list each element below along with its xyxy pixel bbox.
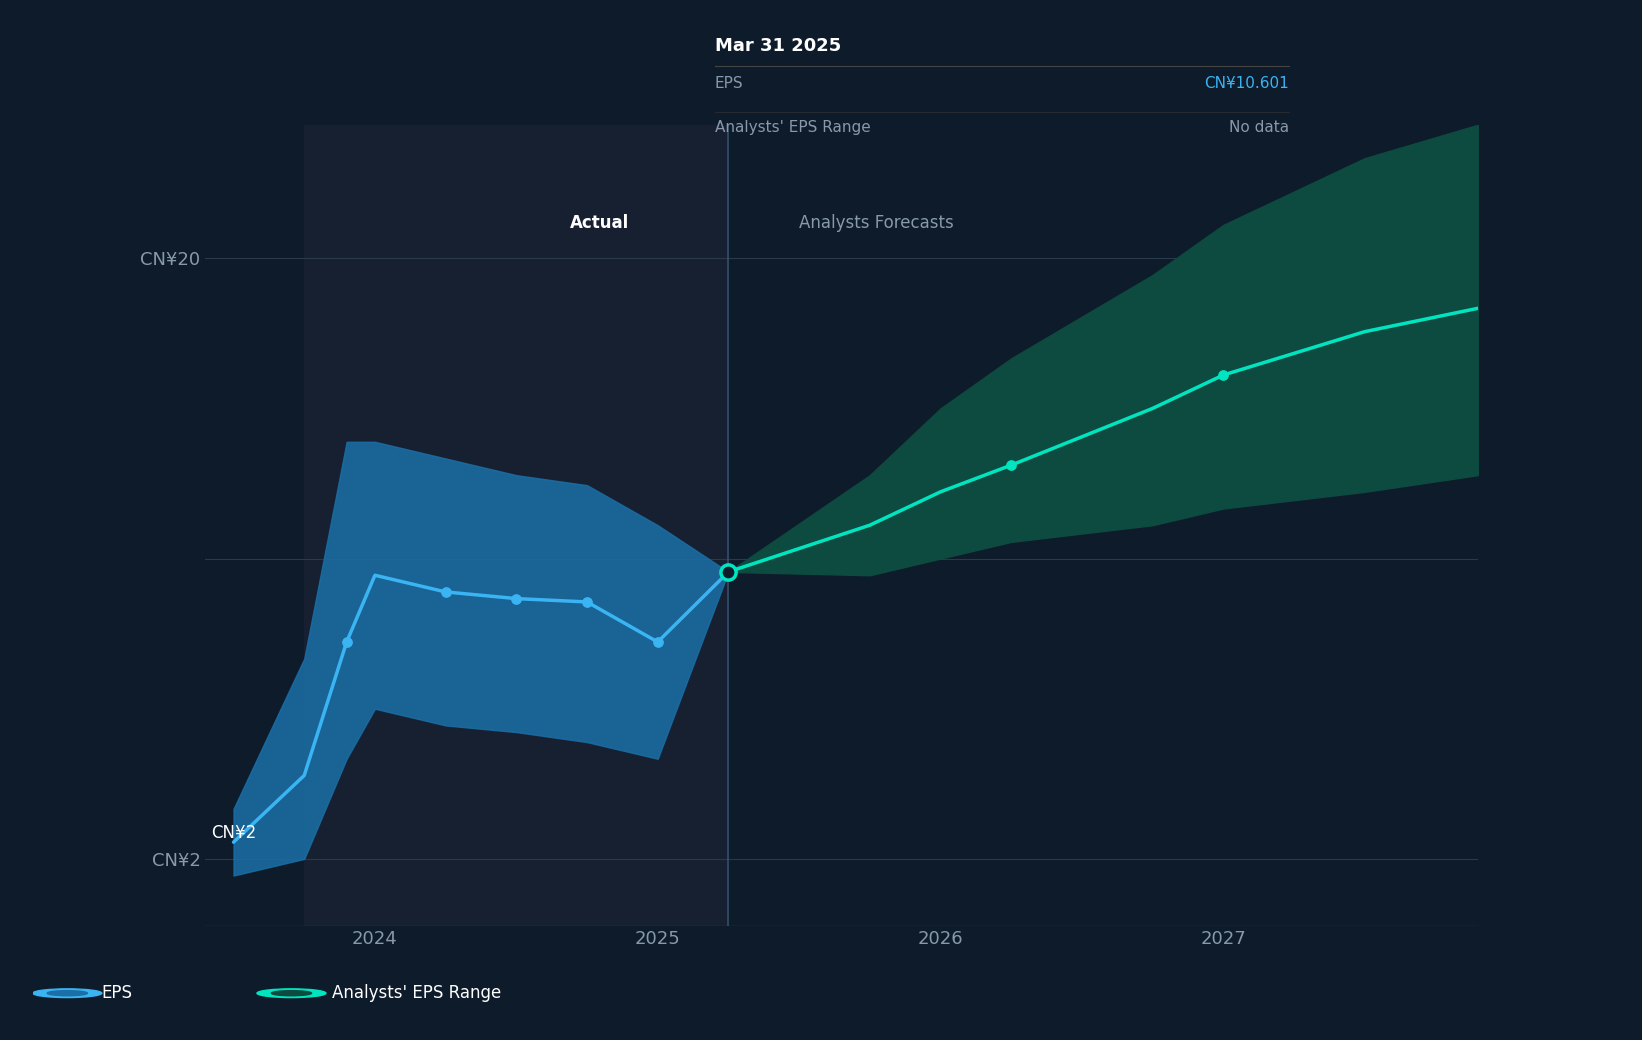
Point <box>432 583 458 600</box>
Circle shape <box>48 991 87 995</box>
Text: Analysts Forecasts: Analysts Forecasts <box>800 213 954 232</box>
Text: No data: No data <box>1228 120 1289 134</box>
Text: CN¥2: CN¥2 <box>210 824 256 842</box>
Text: EPS: EPS <box>714 76 744 90</box>
Point <box>998 457 1025 473</box>
Point <box>1210 367 1236 384</box>
Point <box>573 594 599 610</box>
Text: Analysts' EPS Range: Analysts' EPS Range <box>714 120 870 134</box>
Circle shape <box>271 991 312 995</box>
Text: EPS: EPS <box>102 984 133 1003</box>
Circle shape <box>33 989 102 997</box>
Point <box>333 633 360 650</box>
Text: Mar 31 2025: Mar 31 2025 <box>714 36 841 55</box>
Text: Actual: Actual <box>570 213 629 232</box>
Text: CN¥10.601: CN¥10.601 <box>1204 76 1289 90</box>
Point <box>716 564 742 580</box>
Point <box>502 591 529 607</box>
Circle shape <box>258 989 325 997</box>
Text: Analysts' EPS Range: Analysts' EPS Range <box>332 984 501 1003</box>
Point <box>645 633 672 650</box>
Bar <box>304 125 729 926</box>
